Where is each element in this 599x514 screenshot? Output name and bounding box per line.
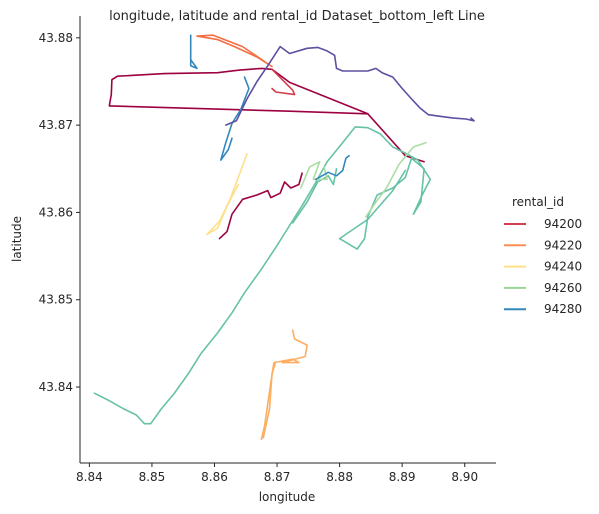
legend-label: 94260 xyxy=(544,281,582,295)
x-tick-label: 8.89 xyxy=(389,470,416,484)
legend-title: rental_id xyxy=(512,195,564,209)
series-line xyxy=(225,45,475,126)
x-tick-label: 8.87 xyxy=(264,470,291,484)
series-line xyxy=(271,68,296,96)
series-line xyxy=(314,154,350,181)
x-ticks: 8.84 8.85 8.86 8.87 8.88 8.89 8.90 xyxy=(76,463,478,484)
series-line xyxy=(262,362,277,439)
series-line xyxy=(299,161,328,189)
y-tick-label: 43.84 xyxy=(39,380,73,394)
series-line xyxy=(260,329,308,441)
y-tick-label: 43.88 xyxy=(39,31,73,45)
series-line xyxy=(108,67,425,163)
y-axis-label: latitude xyxy=(10,216,24,262)
series-line xyxy=(108,105,369,115)
x-tick-label: 8.84 xyxy=(76,470,103,484)
x-tick-label: 8.86 xyxy=(201,470,228,484)
x-axis-label: longitude xyxy=(259,490,316,504)
series-line xyxy=(189,34,198,70)
series-group xyxy=(93,34,475,441)
chart-title: longitude, latitude and rental_id Datase… xyxy=(109,9,485,24)
series-line xyxy=(220,76,250,161)
x-tick-label: 8.85 xyxy=(139,470,166,484)
y-tick-label: 43.87 xyxy=(39,118,73,132)
legend-label: 94220 xyxy=(544,238,582,252)
series-line xyxy=(206,183,240,236)
y-tick-label: 43.86 xyxy=(39,205,73,219)
series-line xyxy=(93,126,432,425)
legend-label: 94200 xyxy=(544,217,582,231)
y-tick-label: 43.85 xyxy=(39,293,73,307)
legend: rental_id 94200 94220 94240 94260 94280 xyxy=(504,195,582,316)
series-line xyxy=(206,153,248,236)
y-ticks: 43.84 43.85 43.86 43.87 43.88 xyxy=(39,31,80,394)
series-line xyxy=(365,141,427,218)
x-tick-label: 8.88 xyxy=(326,470,353,484)
legend-label: 94280 xyxy=(544,302,582,316)
x-tick-label: 8.90 xyxy=(451,470,478,484)
legend-label: 94240 xyxy=(544,260,582,274)
series-line xyxy=(196,34,273,68)
series-line xyxy=(218,172,303,240)
